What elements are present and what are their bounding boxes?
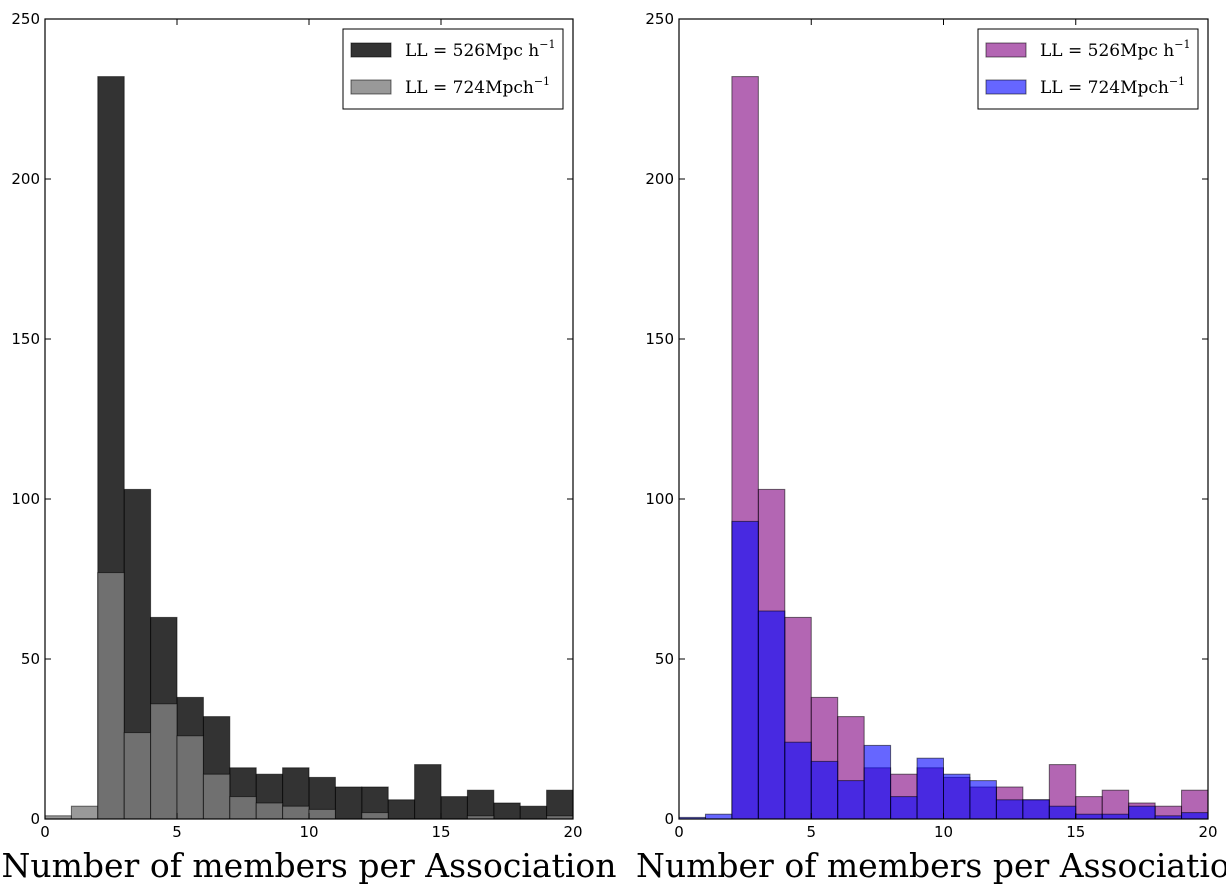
bar [1128, 805, 1156, 820]
bar [810, 760, 839, 820]
bar [414, 764, 442, 820]
y-tick-label: 100 [645, 490, 674, 508]
legend-box [342, 28, 564, 110]
bar [731, 520, 759, 820]
legend-label: LL = 526Mpc h−1 [405, 38, 555, 61]
bar [1101, 813, 1130, 820]
bar [176, 735, 204, 820]
bar [282, 805, 310, 820]
y-tick-label: 200 [11, 170, 40, 188]
legend-swatch [985, 42, 1027, 58]
bar [1075, 813, 1103, 820]
bar [1048, 805, 1077, 820]
x-tick-label: 20 [563, 823, 582, 841]
series-2 [44, 572, 574, 820]
series-2 [678, 520, 1209, 820]
legend-label: LL = 724Mpch−1 [1040, 75, 1185, 98]
bar [70, 805, 99, 820]
bar [440, 796, 468, 820]
bar [837, 780, 865, 820]
y-tick-label: 250 [11, 10, 40, 28]
bar [1022, 799, 1050, 820]
x-tick-label: 15 [1066, 823, 1085, 841]
bar [546, 789, 574, 820]
x-tick-label: 0 [674, 823, 684, 841]
bar [493, 802, 521, 820]
x-tick-label: 10 [934, 823, 953, 841]
bar [123, 732, 152, 820]
bar [704, 813, 733, 820]
series-1 [731, 76, 1209, 820]
legend-label: LL = 526Mpc h−1 [1040, 38, 1190, 61]
legend: LL = 526Mpc h−1 LL = 724Mpch−1 [977, 28, 1199, 110]
x-axis-title: Number of members per Association [1, 846, 616, 885]
y-tick-label: 50 [655, 650, 674, 668]
bar [97, 572, 125, 820]
legend-swatch [350, 42, 392, 58]
legend-swatch [985, 79, 1027, 95]
y-tick-label: 200 [645, 170, 674, 188]
legend-swatch [350, 79, 392, 95]
bar [308, 808, 336, 820]
bar [916, 757, 944, 820]
bar [757, 610, 786, 820]
y-tick-label: 50 [21, 650, 40, 668]
bar [863, 744, 892, 820]
x-tick-label: 15 [431, 823, 450, 841]
bar [229, 796, 257, 820]
bar [1181, 812, 1209, 820]
bar [890, 796, 918, 820]
y-tick-label: 0 [30, 810, 40, 828]
bar [995, 799, 1024, 820]
x-tick-label: 5 [806, 823, 816, 841]
x-axis-title: Number of members per Association [636, 846, 1226, 885]
bar [150, 703, 178, 820]
bar [255, 802, 284, 820]
bar [334, 786, 363, 820]
bar [202, 773, 231, 820]
legend-label: LL = 724Mpch−1 [405, 75, 550, 98]
bar [969, 780, 997, 820]
y-tick-label: 150 [11, 330, 40, 348]
y-tick-label: 250 [645, 10, 674, 28]
x-tick-label: 0 [40, 823, 50, 841]
x-tick-label: 20 [1198, 823, 1217, 841]
bar [387, 799, 416, 820]
bar [519, 805, 548, 820]
y-tick-label: 150 [645, 330, 674, 348]
bar [466, 789, 495, 820]
bar [943, 773, 971, 820]
legend: LL = 526Mpc h−1 LL = 724Mpch−1 [342, 28, 564, 110]
x-tick-label: 5 [172, 823, 182, 841]
bar [784, 741, 812, 820]
y-tick-label: 100 [11, 490, 40, 508]
legend-box [977, 28, 1199, 110]
y-tick-label: 0 [664, 810, 674, 828]
x-tick-label: 10 [299, 823, 318, 841]
bar [361, 812, 389, 820]
